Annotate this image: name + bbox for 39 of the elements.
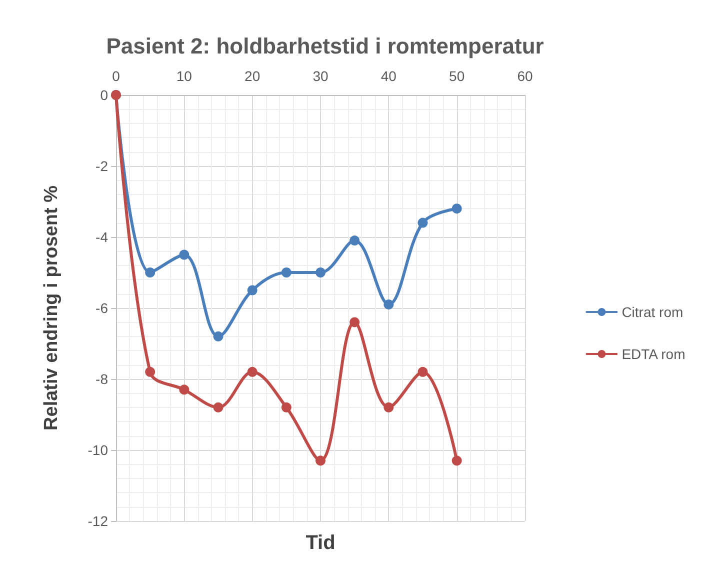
point: [179, 384, 190, 395]
x-axis-title: Tid: [306, 532, 336, 554]
x-tick-label: 10: [176, 68, 192, 84]
point: [247, 366, 258, 377]
point: [281, 268, 292, 278]
y-tick-label: -2: [96, 158, 108, 174]
point: [384, 402, 394, 412]
point: [145, 366, 156, 377]
y-tick-label: -6: [96, 300, 108, 316]
point: [452, 204, 462, 214]
point: [281, 402, 292, 412]
point: [384, 299, 394, 310]
point: [418, 218, 428, 228]
x-tick-label: 40: [380, 68, 397, 84]
legend-label: Citrat rom: [622, 304, 684, 320]
point: [316, 268, 326, 278]
point: [350, 317, 360, 328]
point: [179, 250, 190, 260]
point: [316, 456, 326, 466]
chart-title: Pasient 2: holdbarhetstid i romtemperatur: [106, 34, 544, 58]
x-tick-label: 50: [449, 68, 465, 84]
y-tick-label: -12: [88, 513, 108, 529]
x-tick-label: 30: [312, 68, 328, 84]
point: [213, 331, 224, 342]
y-tick-label: -4: [96, 229, 108, 245]
y-tick-label: 0: [100, 87, 108, 103]
x-tick-label: 60: [517, 68, 533, 84]
y-tick-label: -8: [96, 371, 108, 387]
point: [145, 268, 156, 278]
legend-label: EDTA rom: [622, 346, 686, 362]
point: [418, 366, 428, 377]
point: [452, 456, 462, 466]
x-tick-label: 20: [244, 68, 260, 84]
point: [350, 236, 360, 246]
y-axis-title: Relativ endring i prosent %: [41, 185, 62, 430]
y-tick-label: -10: [88, 442, 108, 458]
point: [247, 285, 258, 296]
point: [213, 402, 224, 412]
x-tick-label: 0: [112, 68, 120, 84]
